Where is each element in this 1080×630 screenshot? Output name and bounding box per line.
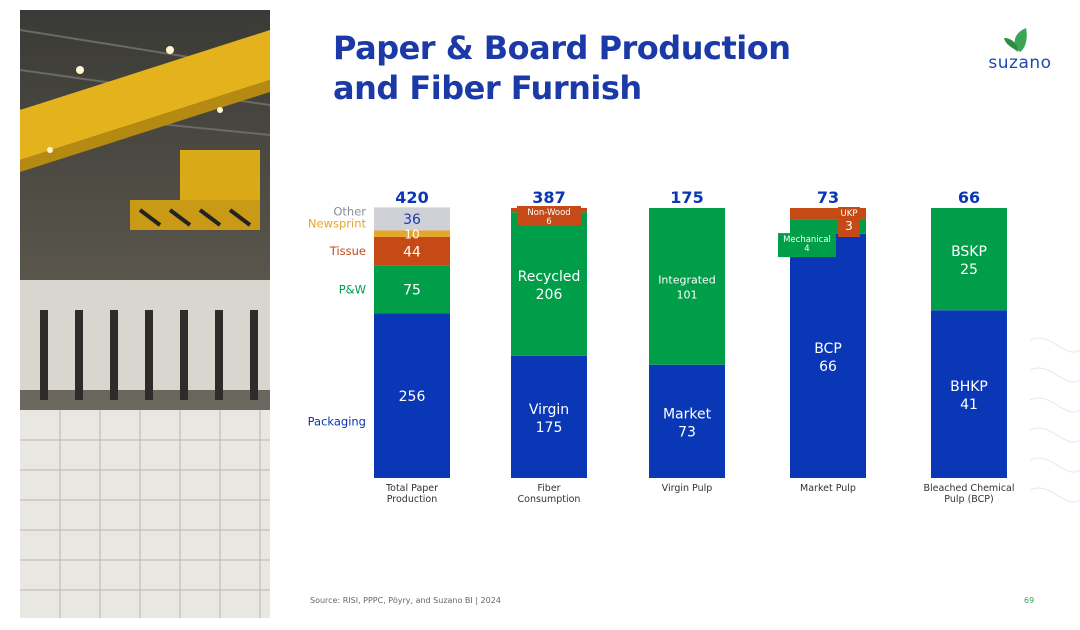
segment-label-2-1: Integrated <box>658 273 716 286</box>
title-line-2: and Fiber Furnish <box>333 69 642 107</box>
category-label-1-0: Fiber <box>537 483 560 494</box>
category-label-0-1: Production <box>387 494 438 505</box>
category-label-2-0: Virgin Pulp <box>662 483 713 494</box>
legend-label-1: P&W <box>339 282 366 296</box>
warehouse-illustration <box>20 10 270 618</box>
segment-value-3-0: 66 <box>819 359 837 375</box>
segment-value-4-0: 41 <box>960 397 978 413</box>
bar-total-0: 420 <box>395 188 428 207</box>
bar-segment-0-3 <box>374 230 450 237</box>
title-line-1: Paper & Board Production <box>333 29 791 67</box>
warehouse-photo <box>20 10 270 618</box>
segment-value-0-3: 10 <box>404 227 419 241</box>
callout-label-1-2: Non-Wood <box>527 208 570 218</box>
bar-segment-3-0 <box>790 233 866 478</box>
bar-segment-2-1 <box>649 208 725 365</box>
callout-value-3-1: 4 <box>804 244 809 254</box>
source-note: Source: RISI, PPPC, Pöyry, and Suzano BI… <box>310 596 501 605</box>
category-label-1-1: Consumption <box>518 494 581 505</box>
segment-value-0-1: 75 <box>403 283 421 299</box>
legend-label-2: Tissue <box>329 244 366 258</box>
decorative-lines <box>1030 337 1080 503</box>
segment-value-1-1: 206 <box>536 287 563 303</box>
bar-segment-0-2 <box>374 236 450 266</box>
segment-value-0-0: 256 <box>399 389 426 405</box>
legend-label-0: Packaging <box>308 414 366 428</box>
bar-segment-3-2 <box>790 208 866 220</box>
suzano-logo: suzano <box>978 26 1062 74</box>
segment-label-1-1: Recycled <box>518 269 581 285</box>
category-label-3-0: Market Pulp <box>800 483 856 494</box>
category-label-4-0: Bleached Chemical <box>923 483 1014 494</box>
segment-label-4-0: BHKP <box>950 379 988 395</box>
legend-label-4: Other <box>333 204 366 218</box>
bar-segment-2-0 <box>649 364 725 478</box>
bar-segment-1-0 <box>511 355 587 478</box>
callout-value-3-2: 3 <box>845 219 853 233</box>
segment-value-0-2: 44 <box>403 244 421 260</box>
callout-box-3-2 <box>838 207 860 237</box>
callout-value-1-2: 6 <box>546 217 551 227</box>
legend-label-3: Newsprint <box>308 217 367 231</box>
segment-label-2-0: Market <box>663 406 712 422</box>
callout-box-3-1 <box>778 233 836 258</box>
leaf-icon <box>1004 28 1027 52</box>
segment-label-4-1: BSKP <box>951 244 987 260</box>
category-label-0-0: Total Paper <box>385 483 438 494</box>
bar-total-4: 66 <box>958 188 980 207</box>
bar-total-3: 73 <box>817 188 839 207</box>
callout-box-1-2 <box>517 206 581 226</box>
bar-segment-0-1 <box>374 265 450 314</box>
callout-label-3-2: UKP <box>841 209 858 219</box>
category-label-4-1: Pulp (BCP) <box>944 494 993 505</box>
page-title: Paper & Board Production and Fiber Furni… <box>333 28 791 108</box>
bar-segment-0-4 <box>374 207 450 231</box>
segment-value-0-4: 36 <box>403 212 421 228</box>
callout-label-3-1: Mechanical <box>783 235 831 245</box>
segment-value-2-0: 73 <box>678 424 696 440</box>
page-number: 69 <box>1024 596 1035 605</box>
bar-segment-1-1 <box>511 212 587 356</box>
logo-text: suzano <box>988 53 1052 73</box>
bar-segment-4-0 <box>931 310 1007 478</box>
segment-label-1-0: Virgin <box>529 402 569 418</box>
segment-value-2-1: 101 <box>677 288 698 301</box>
bar-segment-4-1 <box>931 208 1007 311</box>
segment-value-4-1: 25 <box>960 262 978 278</box>
bar-total-1: 387 <box>532 188 565 207</box>
bar-segment-0-0 <box>374 313 450 478</box>
segment-label-3-0: BCP <box>814 341 842 357</box>
segment-value-1-0: 175 <box>536 420 563 436</box>
bar-total-2: 175 <box>670 188 703 207</box>
